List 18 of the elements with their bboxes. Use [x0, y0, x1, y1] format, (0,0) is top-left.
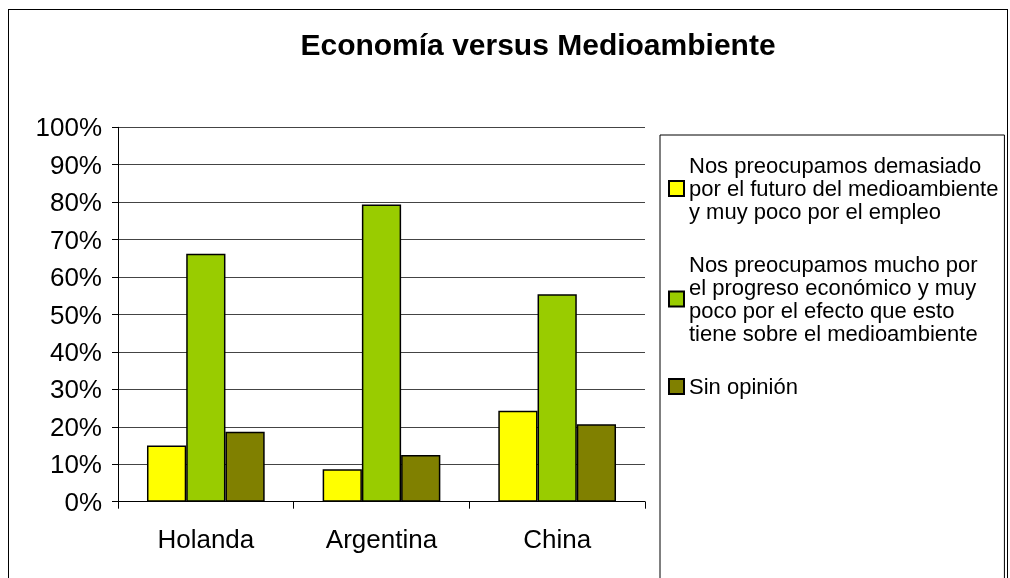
- y-tick-label: 40%: [49, 336, 102, 367]
- y-tick-label: 10%: [49, 449, 102, 480]
- y-tick-label: 30%: [49, 374, 102, 405]
- x-tick-label: Holanda: [157, 523, 255, 554]
- y-tick-label: 0%: [64, 486, 102, 517]
- x-tick-label: Argentina: [325, 523, 438, 554]
- y-tick-label: 80%: [49, 187, 102, 218]
- x-tick-label: China: [523, 523, 592, 554]
- y-tick-label: 50%: [49, 299, 102, 330]
- chart-title: Economía versus Medioambiente: [300, 27, 776, 61]
- y-tick-label: 20%: [49, 411, 102, 442]
- legend-label: Sin opinión: [689, 374, 798, 399]
- y-tick-label: 90%: [49, 149, 102, 180]
- legend-label: Nos preocupamos mucho por el progreso económico y muy poco por el efecto que esto tiene sobre el medioambiente: [689, 252, 978, 346]
- y-tick-label: 70%: [49, 224, 102, 255]
- y-tick-label: 100%: [35, 112, 102, 143]
- y-tick-label: 60%: [49, 262, 102, 293]
- legend-label: Nos preocupamos demasiado por el futuro del medioambiente y muy poco por el empleo: [689, 153, 999, 224]
